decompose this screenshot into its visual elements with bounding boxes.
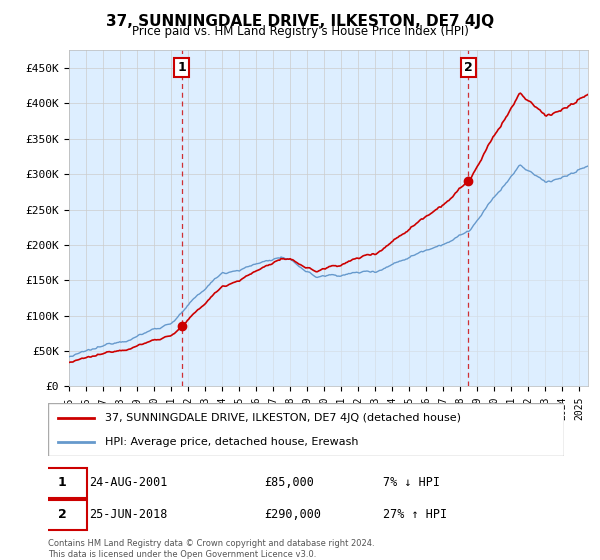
Text: 2: 2 bbox=[464, 61, 473, 74]
Text: 37, SUNNINGDALE DRIVE, ILKESTON, DE7 4JQ (detached house): 37, SUNNINGDALE DRIVE, ILKESTON, DE7 4JQ… bbox=[105, 413, 461, 423]
Text: Price paid vs. HM Land Registry's House Price Index (HPI): Price paid vs. HM Land Registry's House … bbox=[131, 25, 469, 38]
FancyBboxPatch shape bbox=[38, 500, 86, 530]
Text: HPI: Average price, detached house, Erewash: HPI: Average price, detached house, Erew… bbox=[105, 436, 358, 446]
Text: 2: 2 bbox=[58, 508, 67, 521]
Text: £290,000: £290,000 bbox=[265, 508, 322, 521]
FancyBboxPatch shape bbox=[38, 468, 86, 498]
Text: 1: 1 bbox=[178, 61, 186, 74]
FancyBboxPatch shape bbox=[48, 403, 564, 456]
Text: 25-JUN-2018: 25-JUN-2018 bbox=[89, 508, 167, 521]
Text: 7% ↓ HPI: 7% ↓ HPI bbox=[383, 477, 440, 489]
Text: 37, SUNNINGDALE DRIVE, ILKESTON, DE7 4JQ: 37, SUNNINGDALE DRIVE, ILKESTON, DE7 4JQ bbox=[106, 14, 494, 29]
Text: 27% ↑ HPI: 27% ↑ HPI bbox=[383, 508, 448, 521]
Text: £85,000: £85,000 bbox=[265, 477, 314, 489]
Text: 1: 1 bbox=[58, 477, 67, 489]
Text: Contains HM Land Registry data © Crown copyright and database right 2024.
This d: Contains HM Land Registry data © Crown c… bbox=[48, 539, 374, 559]
Text: 24-AUG-2001: 24-AUG-2001 bbox=[89, 477, 167, 489]
